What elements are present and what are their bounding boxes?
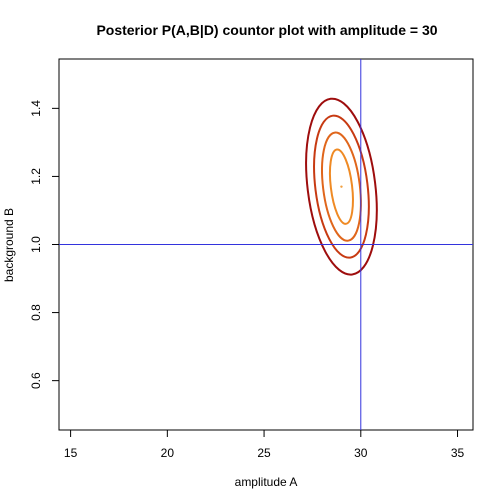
y-tick-label: 0.6 [29, 372, 43, 389]
chart-title: Posterior P(A,B|D) countor plot with amp… [96, 22, 437, 38]
x-axis-label: amplitude A [235, 475, 298, 489]
y-tick-label: 0.8 [29, 304, 43, 321]
y-tick-label: 1.0 [29, 236, 43, 253]
x-tick-label: 35 [451, 446, 465, 460]
y-tick-label: 1.4 [29, 100, 43, 117]
x-axis: 15 20 25 30 35 [64, 430, 465, 460]
contour-lines [305, 97, 378, 276]
contour-level-1 [328, 148, 354, 225]
x-tick-label: 25 [257, 446, 271, 460]
contour-level-2 [321, 131, 362, 242]
x-tick-label: 30 [354, 446, 368, 460]
y-axis-label: background B [2, 208, 16, 282]
contour-level-4 [305, 97, 378, 276]
x-tick-label: 15 [64, 446, 78, 460]
contour-level-3 [313, 114, 370, 259]
posterior-peak-marker [340, 185, 343, 188]
y-tick-label: 1.2 [29, 168, 43, 185]
y-axis: 0.6 0.8 1.0 1.2 1.4 [29, 100, 59, 389]
x-tick-label: 20 [161, 446, 175, 460]
